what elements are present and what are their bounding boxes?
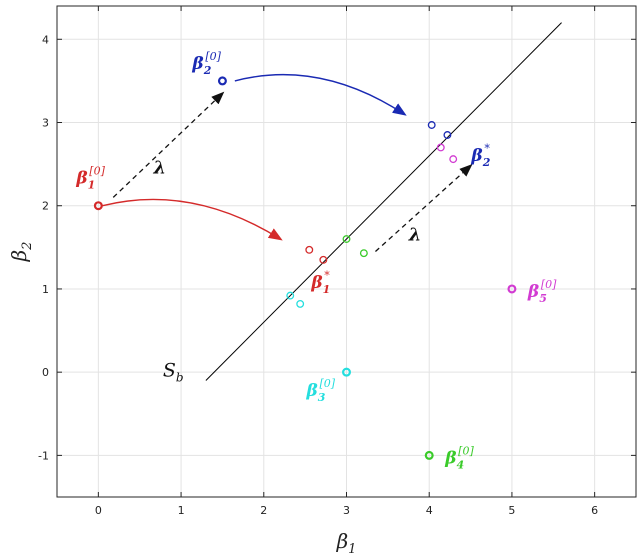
sb-line [205, 22, 562, 381]
optimum-label: β1* [310, 269, 330, 296]
y-tick-label: 4 [42, 33, 49, 46]
y-tick-label: 1 [42, 283, 49, 296]
trajectory-point [286, 291, 295, 300]
y-tick-label: 0 [42, 366, 49, 379]
x-tick-label: 1 [178, 504, 185, 517]
initial-point [342, 367, 352, 377]
grid [57, 6, 636, 497]
initial-point [507, 284, 517, 294]
trajectory-point [359, 249, 368, 258]
trajectory-point [305, 245, 314, 254]
y-tick-label: -1 [38, 449, 49, 462]
point-label: β5[0] [527, 278, 557, 305]
x-tick-label: 5 [508, 504, 515, 517]
lambda-arrow [112, 91, 225, 198]
lambda-arrow [375, 164, 473, 252]
trajectory-point [449, 155, 458, 164]
lambda-label: λ [153, 157, 167, 178]
trajectory-point [296, 299, 305, 308]
x-tick-label: 4 [426, 504, 433, 517]
optimum-label: β2* [470, 142, 490, 169]
x-tick-label: 2 [260, 504, 267, 517]
x-tick-label: 0 [95, 504, 102, 517]
point-label: β2[0] [191, 50, 221, 77]
points-layer [93, 76, 517, 460]
trajectory-point [342, 235, 351, 243]
initial-point [217, 76, 227, 86]
point-label: β4[0] [444, 444, 474, 471]
y-axis-label: β2 [7, 242, 35, 263]
x-tick-label: 3 [343, 504, 350, 517]
point-label: β3[0] [306, 377, 336, 404]
trajectory-point [319, 255, 328, 264]
x-axis-label: β1 [336, 529, 357, 555]
initial-point [93, 201, 103, 211]
ticks: 0 1 2 3 4 5 6 -1 0 1 2 3 4 [38, 6, 636, 517]
x-tick-label: 6 [591, 504, 598, 517]
sb-label: Sb [163, 359, 184, 384]
labels-layer: β1[0] β1* β2[0] β2* β3[0] β4[0] β5[0] [75, 50, 557, 471]
y-tick-label: 2 [42, 200, 49, 213]
trajectory-point [436, 143, 445, 152]
point-label: β1[0] [75, 165, 105, 192]
curved-arrow [234, 73, 407, 116]
y-tick-label: 3 [42, 117, 49, 130]
trajectory-point [427, 121, 436, 129]
initial-point [424, 450, 434, 460]
curved-arrow [102, 198, 283, 241]
arrow-layer: λλ [102, 73, 473, 252]
lambda-label: λ [408, 225, 422, 246]
trajectory-point [443, 131, 452, 139]
